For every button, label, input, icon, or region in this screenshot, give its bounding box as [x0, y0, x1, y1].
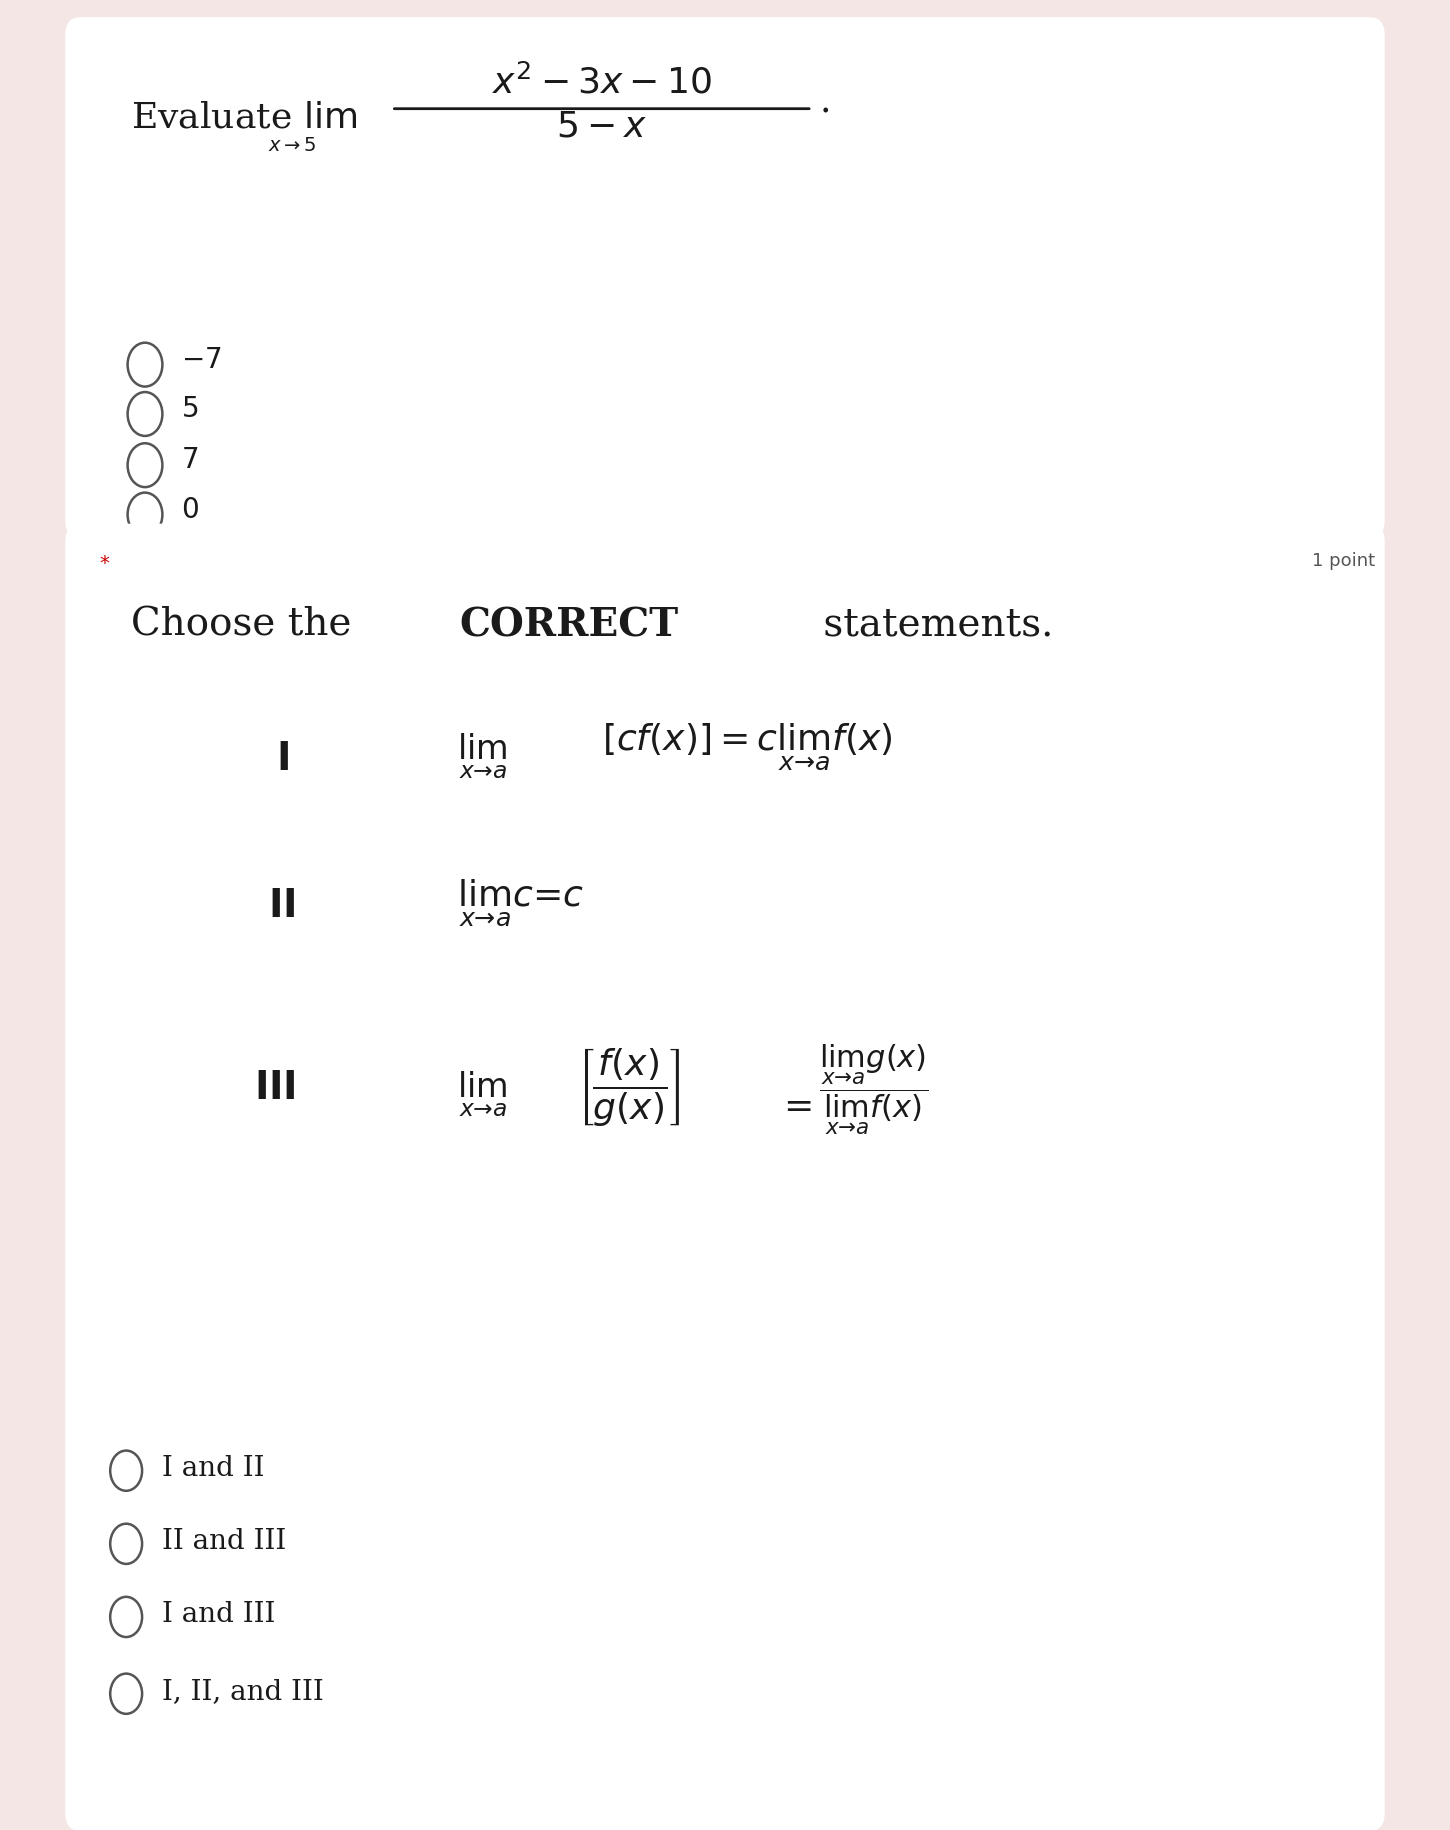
- FancyBboxPatch shape: [65, 18, 1385, 540]
- Text: $5$: $5$: [181, 395, 199, 423]
- Text: I and II: I and II: [162, 1453, 265, 1480]
- Text: Evaluate $\lim$: Evaluate $\lim$: [130, 101, 357, 134]
- Text: $5 - x$: $5 - x$: [557, 110, 647, 143]
- Text: 1 point: 1 point: [1312, 553, 1376, 569]
- Text: $=$: $=$: [776, 1087, 812, 1122]
- Text: $\lim_{x \to a}$: $\lim_{x \to a}$: [457, 730, 507, 780]
- Text: CORRECT: CORRECT: [458, 606, 679, 644]
- Text: $\left[\dfrac{f(x)}{g(x)}\right]$: $\left[\dfrac{f(x)}{g(x)}\right]$: [577, 1045, 682, 1127]
- Text: .: .: [819, 86, 831, 119]
- Text: $\lim_{x \to a} c = c$: $\lim_{x \to a} c = c$: [457, 877, 583, 928]
- Text: Choose the: Choose the: [130, 606, 364, 644]
- Text: $\mathbf{III}$: $\mathbf{III}$: [254, 1069, 296, 1107]
- Text: $x \to 5$: $x \to 5$: [268, 137, 318, 156]
- Text: I, II, and III: I, II, and III: [162, 1676, 325, 1704]
- Text: $\mathbf{I}$: $\mathbf{I}$: [276, 739, 289, 778]
- Text: statements.: statements.: [811, 606, 1054, 644]
- FancyBboxPatch shape: [65, 525, 1385, 1830]
- Text: $0$: $0$: [181, 496, 199, 523]
- Text: II and III: II and III: [162, 1526, 287, 1554]
- Text: $*$: $*$: [99, 553, 110, 571]
- Text: I and III: I and III: [162, 1599, 276, 1627]
- Text: $7$: $7$: [181, 447, 199, 474]
- Text: $x^2 - 3x - 10$: $x^2 - 3x - 10$: [492, 64, 712, 101]
- Text: $\lim_{x \to a}$: $\lim_{x \to a}$: [457, 1069, 507, 1118]
- Text: $-7$: $-7$: [181, 346, 222, 373]
- Text: $\left[cf(x)\right] = c \lim_{x \to a} f(x)$: $\left[cf(x)\right] = c \lim_{x \to a} f…: [602, 721, 893, 772]
- Text: $\dfrac{\lim_{x \to a} g(x)}{\lim_{x \to a} f(x)}$: $\dfrac{\lim_{x \to a} g(x)}{\lim_{x \to…: [819, 1041, 929, 1136]
- Text: $\mathbf{II}$: $\mathbf{II}$: [268, 886, 296, 924]
